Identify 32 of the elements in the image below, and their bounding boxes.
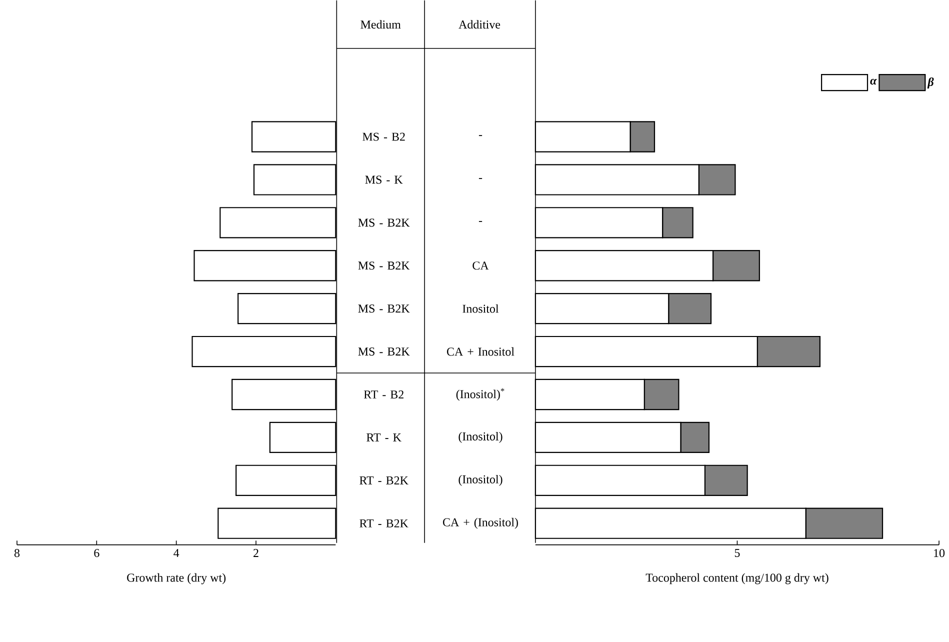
y-tick-label: RT - B2K — [360, 519, 408, 528]
y-tick-label: MS - K — [365, 176, 403, 184]
y-tick-label: (Inositol) — [458, 432, 502, 444]
y-tick-label: (Inositol) — [458, 475, 502, 486]
legend-label: α — [870, 78, 877, 85]
x-axis-title: Growth rate (dry wt) — [127, 573, 226, 584]
y-axis-title: Medium — [360, 20, 401, 29]
x-axis-title: Tocopherol content (mg/100 g dry wt) — [646, 573, 828, 584]
y-tick-label: MS - B2K — [358, 304, 410, 313]
y-tick-label: RT - B2K — [360, 476, 408, 485]
x-tick-label: 2 — [254, 549, 258, 558]
y-tick-label: RT - B2 — [364, 390, 404, 399]
y-tick-label: MS - B2K — [358, 218, 410, 227]
y-tick-label: Inositol — [462, 304, 499, 313]
y-tick-label: (Inositol)$^{*}$ — [456, 388, 504, 401]
y-tick-label: RT - K — [366, 434, 402, 442]
x-tick-label: 8 — [14, 549, 20, 558]
x-tick-label: 6 — [94, 549, 100, 558]
y-tick-label: CA + (Inositol) — [442, 518, 518, 529]
y-tick-label: - — [478, 135, 482, 136]
y-tick-label: CA + Inositol — [446, 347, 514, 356]
y-tick-label: MS - B2 — [362, 132, 405, 141]
y-tick-label: - — [478, 178, 482, 180]
y-tick-label: MS - B2K — [358, 348, 410, 356]
y-tick-label: - — [478, 221, 482, 222]
y-tick-label: CA — [472, 262, 489, 270]
y-tick-label: MS - B2K — [358, 262, 410, 270]
legend-label: β — [927, 78, 934, 89]
x-tick-label: 4 — [174, 549, 180, 558]
y-axis-title: Additive — [458, 20, 500, 29]
x-tick-label: 10 — [934, 549, 945, 558]
x-tick-label: 5 — [734, 549, 740, 558]
